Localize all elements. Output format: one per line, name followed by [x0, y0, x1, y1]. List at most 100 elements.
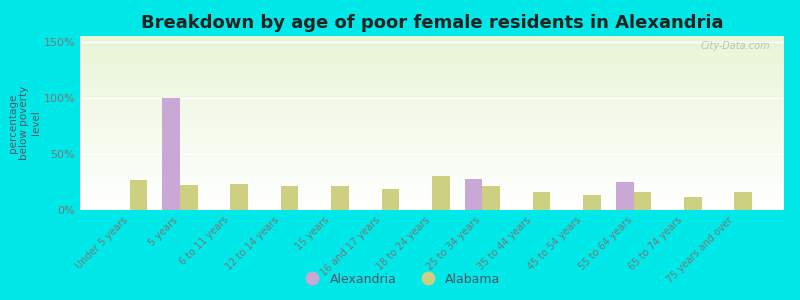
Bar [80, 123, 784, 125]
Bar [80, 170, 784, 172]
Bar [80, 57, 784, 58]
Bar [80, 182, 784, 184]
Bar [80, 95, 784, 97]
Bar [80, 55, 784, 57]
Bar [80, 139, 784, 140]
Bar [80, 137, 784, 139]
Bar [465, 178, 482, 210]
Bar [80, 107, 784, 109]
Bar [80, 203, 784, 205]
Bar [80, 194, 784, 196]
Bar [80, 208, 784, 210]
Bar [80, 116, 784, 118]
Bar [80, 100, 784, 102]
Bar [80, 173, 784, 175]
Bar [80, 36, 784, 38]
Bar [80, 64, 784, 66]
Bar [80, 88, 784, 90]
Bar [80, 60, 784, 62]
Bar [180, 185, 198, 210]
Bar [80, 177, 784, 179]
Bar [80, 71, 784, 73]
Bar [80, 73, 784, 74]
Bar [80, 191, 784, 193]
Bar [80, 83, 784, 85]
Bar [80, 81, 784, 83]
Bar [80, 154, 784, 156]
Bar [80, 121, 784, 123]
Bar [331, 186, 349, 210]
Bar [80, 85, 784, 86]
Bar [80, 180, 784, 182]
Legend: Alexandria, Alabama: Alexandria, Alabama [294, 268, 506, 291]
Bar [80, 48, 784, 50]
Bar [80, 93, 784, 95]
Bar [80, 193, 784, 194]
Bar [80, 165, 784, 167]
Bar [80, 156, 784, 158]
Bar [80, 80, 784, 81]
Bar [80, 104, 784, 106]
Bar [80, 46, 784, 48]
Bar [80, 200, 784, 201]
Bar [80, 158, 784, 160]
Bar [80, 92, 784, 93]
Bar [80, 76, 784, 78]
Bar [80, 160, 784, 161]
Bar [80, 45, 784, 46]
Bar [80, 69, 784, 71]
Bar [80, 78, 784, 80]
Bar [80, 205, 784, 206]
Bar [80, 175, 784, 177]
Bar [533, 192, 550, 210]
Bar [80, 99, 784, 100]
Bar [80, 151, 784, 153]
Bar [80, 130, 784, 132]
Bar [80, 43, 784, 45]
Bar [80, 41, 784, 43]
Y-axis label: percentage
below poverty
level: percentage below poverty level [7, 86, 41, 160]
Bar [80, 142, 784, 144]
Bar [281, 186, 298, 210]
Bar [80, 119, 784, 121]
Bar [80, 62, 784, 64]
Bar [432, 176, 450, 210]
Bar [80, 90, 784, 92]
Bar [80, 132, 784, 134]
Bar [80, 97, 784, 99]
Bar [80, 112, 784, 114]
Bar [80, 50, 784, 52]
Title: Breakdown by age of poor female residents in Alexandria: Breakdown by age of poor female resident… [141, 14, 723, 32]
Bar [80, 144, 784, 146]
Bar [80, 198, 784, 200]
Bar [80, 161, 784, 163]
Bar [80, 74, 784, 76]
Bar [80, 106, 784, 107]
Bar [80, 67, 784, 69]
Bar [80, 52, 784, 53]
Bar [80, 163, 784, 165]
Bar [80, 40, 784, 41]
Bar [80, 127, 784, 128]
Bar [80, 168, 784, 170]
Bar [80, 140, 784, 142]
Text: City-Data.com: City-Data.com [700, 41, 770, 51]
Bar [80, 38, 784, 40]
Bar [80, 109, 784, 111]
Bar [230, 184, 248, 210]
Bar [734, 192, 752, 210]
Bar [80, 86, 784, 88]
Bar [80, 53, 784, 55]
Bar [80, 135, 784, 137]
Bar [80, 172, 784, 173]
Bar [80, 184, 784, 186]
Bar [80, 167, 784, 168]
Bar [80, 196, 784, 198]
Bar [80, 147, 784, 149]
Bar [80, 206, 784, 208]
Bar [684, 196, 702, 210]
Bar [382, 189, 399, 210]
Bar [80, 149, 784, 151]
Bar [80, 186, 784, 188]
Bar [482, 186, 500, 210]
